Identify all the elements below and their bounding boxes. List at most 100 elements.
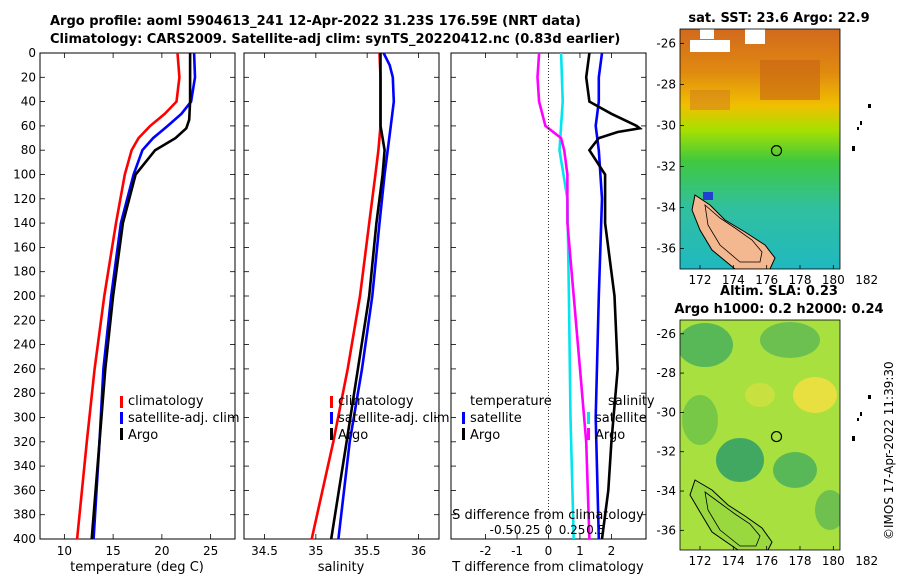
sla-axes: 172 174 176 178 180 182 -26 -28 -30 -32 -34 -36 — [656, 327, 878, 568]
island — [860, 412, 862, 416]
island — [860, 121, 862, 125]
top-tick-label: 0.5 — [586, 523, 605, 537]
depth-tick-label: 300 — [13, 411, 36, 425]
temperature-xlabel: temperature (deg C) — [70, 560, 204, 575]
series-line-climatology — [75, 52, 181, 540]
depth-tick-label: 100 — [13, 168, 36, 182]
map-lon-label: 178 — [789, 273, 812, 287]
difference-legend: temperature salinity satellite Argo sate… — [462, 394, 655, 443]
salinity-chart: 34.5 35 35.5 36 — [251, 52, 426, 558]
top-tick-label: 0.25 — [559, 523, 586, 537]
map-lat-label: -28 — [656, 77, 676, 91]
depth-tick-label: 240 — [13, 338, 36, 352]
map-lat-label: -28 — [656, 366, 676, 380]
sst-map-title: sat. SST: 23.6 Argo: 22.9 — [688, 11, 869, 26]
chatham-islands — [852, 395, 871, 441]
sla-map-title-1: Altim. SLA: 0.23 — [720, 284, 838, 299]
island — [868, 395, 871, 399]
x-tick-label: 10 — [57, 544, 72, 558]
header-line-1: Argo profile: aoml 5904613_241 12-Apr-20… — [50, 14, 581, 29]
depth-tick-label: 160 — [13, 240, 36, 254]
sla-anomaly — [815, 490, 840, 530]
legend-swatch-argo — [330, 428, 333, 440]
island — [857, 418, 859, 421]
legend-swatch-satellite — [120, 412, 123, 424]
legend-s-satellite: satellite — [595, 411, 647, 426]
x-tick-label: 25 — [203, 544, 218, 558]
sla-anomaly — [680, 323, 733, 367]
x-tick-label: 0 — [545, 544, 553, 558]
legend-header-salinity: salinity — [608, 394, 655, 409]
legend-swatch-climatology — [120, 396, 123, 408]
depth-tick-label: 140 — [13, 216, 36, 230]
x-tick-label: -1 — [511, 544, 523, 558]
legend-t-argo: Argo — [470, 428, 500, 443]
map-lat-label: -34 — [656, 484, 676, 498]
depth-tick-label: 380 — [13, 508, 36, 522]
legend-swatch-s-argo — [587, 428, 590, 440]
sla-anomaly — [682, 395, 718, 445]
legend-satellite: satellite-adj. clim — [338, 411, 450, 426]
map-lon-label: 178 — [789, 554, 812, 568]
chatham-islands — [852, 104, 871, 151]
sst-axes: 172 174 176 178 180 182 -26 -28 -30 -32 -34 -36 — [656, 36, 878, 287]
difference-top-label: S difference from climatology — [452, 508, 644, 523]
difference-xlabel: T difference from climatology — [451, 560, 644, 575]
map-lat-label: -26 — [656, 327, 676, 341]
argo-position-marker — [770, 430, 783, 443]
land-inner-outline — [704, 491, 761, 547]
temperature-panel — [39, 52, 236, 540]
land-inner-outline — [704, 203, 763, 263]
x-tick-label: 35.5 — [354, 544, 381, 558]
top-tick-label: -0.25 — [509, 523, 540, 537]
depth-tick-label: 220 — [13, 313, 36, 327]
series-line-salinity-satellite — [558, 52, 575, 540]
x-tick-label: 34.5 — [251, 544, 278, 558]
series-line-satellite-adj-clim — [337, 52, 396, 540]
difference-chart: -2 -1 0 1 2-0.5-0.25 0 0.25 0.5 — [480, 52, 643, 558]
legend-swatch-s-satellite — [587, 412, 590, 424]
map-lon-label: 172 — [689, 554, 712, 568]
x-tick-label: 35 — [308, 544, 323, 558]
map-lat-label: -36 — [656, 523, 676, 537]
map-lat-label: -30 — [656, 118, 676, 132]
map-lon-label: 174 — [722, 273, 745, 287]
depth-tick-label: 400 — [13, 532, 36, 546]
legend-t-satellite: satellite — [470, 411, 522, 426]
depth-axis: 0 20 40 60 80 100 120 140 160 180 200 220 240 260 280 3… — [13, 46, 646, 546]
series-line-satellite-adj-clim — [92, 52, 197, 540]
map-lat-label: -26 — [656, 36, 676, 50]
series-line-argo — [329, 53, 386, 540]
sla-anomaly — [773, 452, 817, 488]
legend-climatology: climatology — [128, 394, 204, 409]
legend-swatch-climatology — [330, 396, 333, 408]
map-lat-label: -36 — [656, 241, 676, 255]
top-tick-label: -0.5 — [490, 523, 513, 537]
depth-tick-label: 40 — [21, 95, 36, 109]
sst-warm-patch — [760, 60, 820, 100]
depth-tick-label: 200 — [13, 289, 36, 303]
legend-swatch-t-argo — [462, 428, 465, 440]
map-lon-label: 180 — [822, 273, 845, 287]
depth-tick-label: 340 — [13, 459, 36, 473]
legend-s-argo: Argo — [595, 428, 625, 443]
sst-missing-data — [700, 29, 714, 39]
map-lon-label: 176 — [755, 273, 778, 287]
legend-header-temperature: temperature — [470, 394, 552, 409]
island — [868, 104, 871, 108]
map-lon-label: 182 — [855, 554, 878, 568]
x-tick-label: 2 — [608, 544, 616, 558]
map-lon-label: 182 — [855, 273, 878, 287]
sla-anomaly — [760, 322, 820, 358]
depth-tick-label: 60 — [21, 119, 36, 133]
series-line-temperature-argo — [584, 52, 643, 540]
sst-missing-data — [690, 40, 730, 52]
x-tick-label: 1 — [576, 544, 584, 558]
depth-tick-label: 280 — [13, 386, 36, 400]
x-tick-label: 36 — [411, 544, 426, 558]
map-lon-label: 172 — [689, 273, 712, 287]
map-lon-label: 180 — [822, 554, 845, 568]
x-tick-label: 15 — [105, 544, 120, 558]
map-lat-label: -32 — [656, 159, 676, 173]
